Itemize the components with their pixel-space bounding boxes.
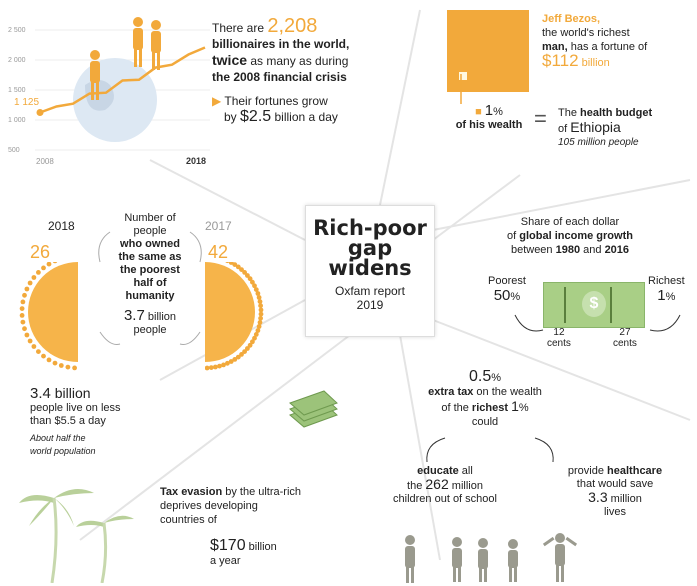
start-value-label: 1 125 [14, 97, 39, 108]
person-dot [28, 339, 33, 344]
palm-trees-icon [14, 478, 134, 583]
person-dot [32, 344, 37, 349]
person-dot [258, 316, 263, 321]
person-dot [258, 299, 263, 304]
bezos-text: Jeff Bezos, the world's richest man, has… [542, 12, 692, 70]
billionaire-count: 2,208 [267, 15, 317, 37]
person-dot [258, 320, 263, 325]
educate-text: educate all the 262 million children out… [370, 465, 520, 506]
owners-text: Number of people who owned the same as t… [100, 212, 200, 337]
x-end-label: 2018 [186, 156, 206, 166]
person-dot [47, 358, 52, 363]
person-dot [25, 333, 30, 338]
extra-tax-text: 0.5% extra tax on the wealth of the rich… [410, 370, 560, 429]
title-line-1: Rich-poor [306, 218, 434, 238]
tax-evasion-text: Tax evasion by the ultra-rich deprives d… [160, 485, 340, 568]
person-dot [209, 365, 214, 370]
person-dot [36, 270, 41, 275]
y-tick-label: 2 000 [8, 57, 26, 64]
person-dot [217, 364, 222, 369]
person-dot [53, 361, 58, 366]
center-title-box: Rich-poor gap widens Oxfam report 2019 [305, 205, 435, 337]
person-dot [41, 354, 46, 359]
healthcare-text: provide healthcare that would save 3.3 m… [545, 465, 685, 519]
person-dot [47, 262, 52, 267]
person-dot [258, 303, 263, 308]
title-line-2: gap [306, 238, 434, 258]
person-dot [72, 366, 77, 371]
y-tick-label: 2 500 [8, 27, 26, 34]
person-dot [28, 281, 33, 286]
y-tick-label: 1 000 [8, 117, 26, 124]
person-dot [259, 308, 264, 313]
billionaire-start-point [37, 109, 44, 116]
person-dot [41, 266, 46, 271]
person-dot [20, 306, 25, 311]
person-dot [213, 365, 218, 370]
person-dot [59, 363, 64, 368]
person-dot [32, 275, 37, 280]
person-dot [21, 320, 26, 325]
income-growth-text: Share of each dollar of global income gr… [470, 215, 670, 257]
person-dot [22, 293, 27, 298]
title-line-3: widens [306, 258, 434, 278]
equals-sign: = [534, 106, 547, 132]
money-stack-icon [282, 385, 342, 440]
person-dot [20, 313, 25, 318]
person-dot [21, 300, 26, 305]
globe-icon [73, 58, 157, 142]
person-dot [25, 287, 30, 292]
billionaires-text: There are 2,208 billionaires in the worl… [212, 18, 392, 125]
billionaire-chart: 2 500 2 000 1 500 1 000 500 1 125 2008 2018 [0, 0, 215, 175]
y-tick-label: 1 500 [8, 87, 26, 94]
person-dot [36, 349, 41, 354]
person-dot [205, 366, 210, 371]
person-dot [257, 295, 262, 300]
person-dot [66, 365, 71, 370]
x-start-label: 2008 [36, 157, 54, 166]
person-dot [22, 326, 27, 331]
person-dot [53, 262, 58, 263]
y-tick-label: 500 [8, 147, 20, 154]
children-figures-icon [395, 530, 595, 586]
poverty-text: 3.4 billion people live on less than $5.… [30, 387, 160, 458]
person-dot [259, 312, 264, 317]
